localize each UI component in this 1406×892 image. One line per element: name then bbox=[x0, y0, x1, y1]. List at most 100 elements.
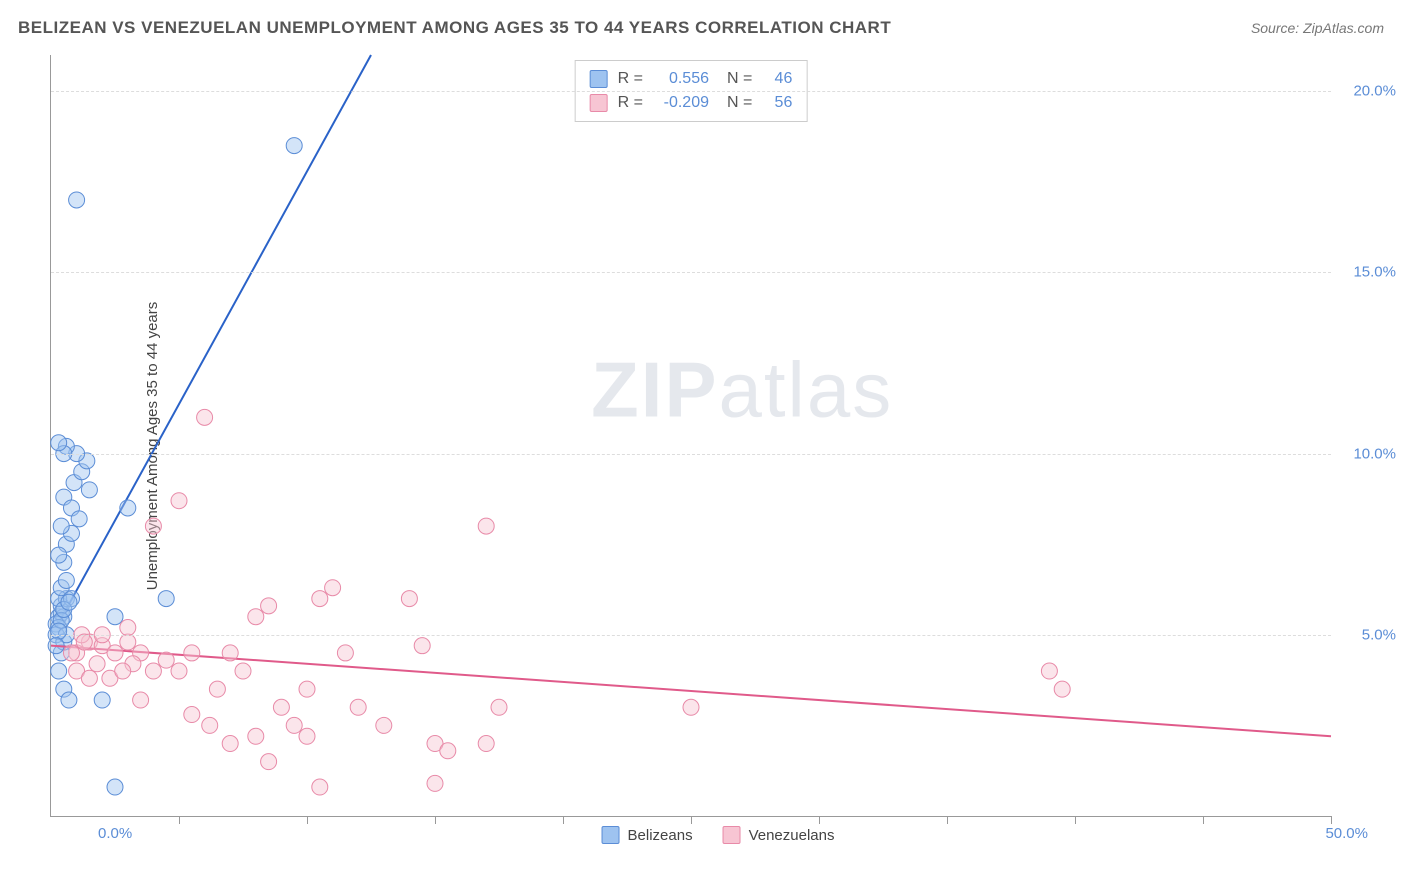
data-point bbox=[286, 138, 302, 154]
y-tick-label: 5.0% bbox=[1362, 626, 1396, 643]
gridline-horizontal bbox=[51, 272, 1331, 273]
n-label: N = bbox=[727, 70, 752, 88]
data-point bbox=[325, 580, 341, 596]
data-point bbox=[133, 692, 149, 708]
series-legend: Belizeans Venezuelans bbox=[602, 826, 835, 844]
data-point bbox=[107, 779, 123, 795]
y-tick-label: 10.0% bbox=[1353, 445, 1396, 462]
x-tick bbox=[179, 816, 180, 824]
x-tick bbox=[563, 816, 564, 824]
data-point bbox=[401, 591, 417, 607]
data-point bbox=[440, 743, 456, 759]
r-label: R = bbox=[618, 70, 643, 88]
x-axis-end-label: 50.0% bbox=[1325, 825, 1368, 842]
data-point bbox=[350, 699, 366, 715]
x-tick bbox=[1075, 816, 1076, 824]
data-point bbox=[312, 591, 328, 607]
data-point bbox=[376, 717, 392, 733]
data-point bbox=[58, 572, 74, 588]
data-point bbox=[273, 699, 289, 715]
data-point bbox=[51, 547, 67, 563]
data-point bbox=[299, 728, 315, 744]
n-label: N = bbox=[727, 94, 752, 112]
gridline-horizontal bbox=[51, 91, 1331, 92]
series-swatch bbox=[590, 94, 608, 112]
data-point bbox=[427, 775, 443, 791]
data-point bbox=[145, 518, 161, 534]
data-point bbox=[286, 717, 302, 733]
n-value: 56 bbox=[762, 94, 792, 112]
data-point bbox=[478, 736, 494, 752]
data-point bbox=[89, 656, 105, 672]
data-point bbox=[69, 192, 85, 208]
gridline-horizontal bbox=[51, 454, 1331, 455]
data-point bbox=[120, 500, 136, 516]
data-point bbox=[478, 518, 494, 534]
data-point bbox=[209, 681, 225, 697]
x-tick bbox=[947, 816, 948, 824]
series-swatch bbox=[590, 70, 608, 88]
data-point bbox=[248, 609, 264, 625]
data-point bbox=[145, 663, 161, 679]
data-point bbox=[312, 779, 328, 795]
plot-area: ZIPatlas R =0.556N =46R =-0.209N =56 bbox=[50, 55, 1331, 817]
data-point bbox=[51, 435, 67, 451]
data-point bbox=[76, 634, 92, 650]
data-point bbox=[81, 482, 97, 498]
data-point bbox=[261, 598, 277, 614]
scatter-svg bbox=[51, 55, 1331, 816]
data-point bbox=[51, 663, 67, 679]
x-tick bbox=[819, 816, 820, 824]
x-tick bbox=[307, 816, 308, 824]
data-point bbox=[184, 645, 200, 661]
x-tick bbox=[1203, 816, 1204, 824]
legend-item: Venezuelans bbox=[723, 826, 835, 844]
data-point bbox=[81, 670, 97, 686]
data-point bbox=[120, 634, 136, 650]
chart-container: ZIPatlas R =0.556N =46R =-0.209N =56 0.0… bbox=[50, 55, 1386, 852]
correlation-row: R = 0.556 N = 46 bbox=[590, 67, 793, 91]
data-point bbox=[115, 663, 131, 679]
x-tick bbox=[691, 816, 692, 824]
data-point bbox=[61, 692, 77, 708]
data-point bbox=[1054, 681, 1070, 697]
data-point bbox=[171, 493, 187, 509]
data-point bbox=[222, 736, 238, 752]
data-point bbox=[51, 623, 67, 639]
data-point bbox=[197, 409, 213, 425]
data-point bbox=[1041, 663, 1057, 679]
data-point bbox=[184, 707, 200, 723]
data-point bbox=[94, 692, 110, 708]
y-tick-label: 20.0% bbox=[1353, 83, 1396, 100]
data-point bbox=[261, 754, 277, 770]
r-value: 0.556 bbox=[653, 70, 709, 88]
legend-swatch bbox=[602, 826, 620, 844]
r-value: -0.209 bbox=[653, 94, 709, 112]
gridline-horizontal bbox=[51, 635, 1331, 636]
y-tick-label: 15.0% bbox=[1353, 264, 1396, 281]
chart-title: BELIZEAN VS VENEZUELAN UNEMPLOYMENT AMON… bbox=[18, 18, 891, 38]
data-point bbox=[683, 699, 699, 715]
data-point bbox=[222, 645, 238, 661]
data-point bbox=[107, 609, 123, 625]
n-value: 46 bbox=[762, 70, 792, 88]
data-point bbox=[120, 620, 136, 636]
legend-item: Belizeans bbox=[602, 826, 693, 844]
x-tick bbox=[1331, 816, 1332, 824]
x-axis-origin-label: 0.0% bbox=[98, 825, 132, 842]
data-point bbox=[61, 594, 77, 610]
data-point bbox=[337, 645, 353, 661]
data-point bbox=[171, 663, 187, 679]
legend-label: Venezuelans bbox=[749, 827, 835, 844]
legend-swatch bbox=[723, 826, 741, 844]
x-tick bbox=[435, 816, 436, 824]
data-point bbox=[202, 717, 218, 733]
correlation-row: R = -0.209 N = 56 bbox=[590, 91, 793, 115]
trend-line bbox=[51, 646, 1331, 737]
legend-label: Belizeans bbox=[628, 827, 693, 844]
r-label: R = bbox=[618, 94, 643, 112]
data-point bbox=[107, 645, 123, 661]
trend-line bbox=[56, 55, 371, 628]
data-point bbox=[235, 663, 251, 679]
data-point bbox=[63, 645, 79, 661]
